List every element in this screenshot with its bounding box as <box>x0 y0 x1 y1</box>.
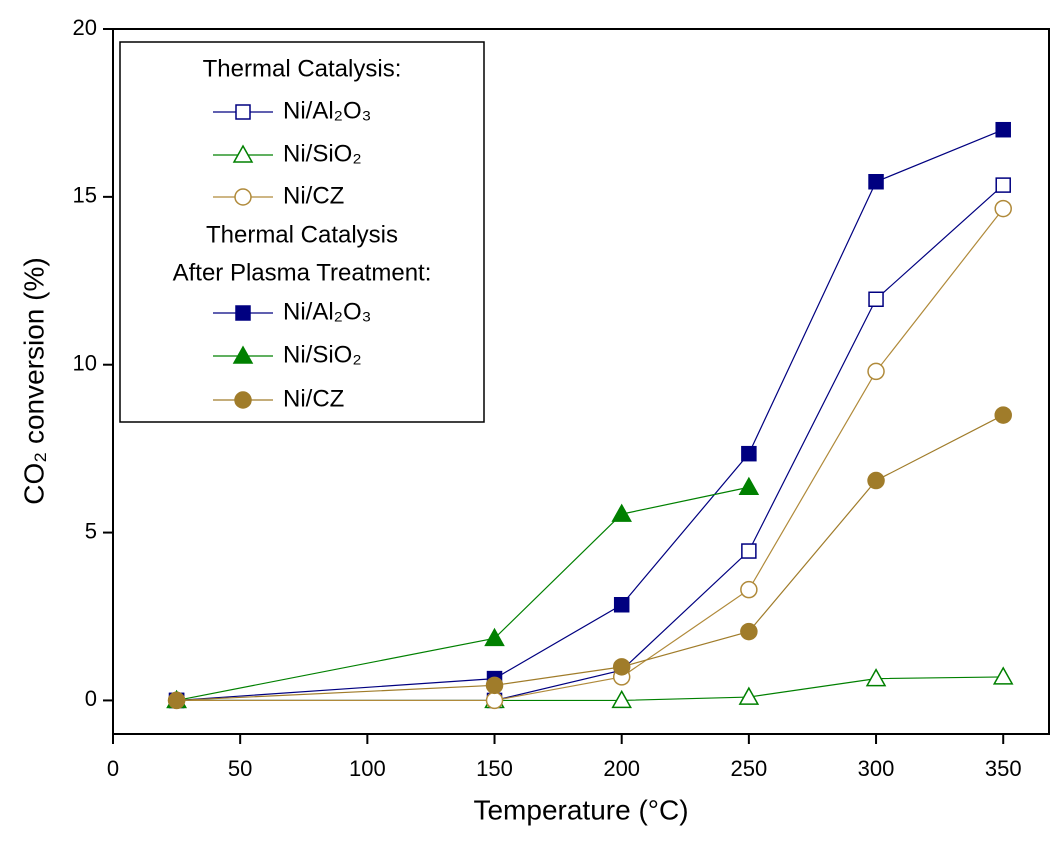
marker <box>612 658 631 676</box>
marker <box>235 305 251 321</box>
series-line <box>176 486 749 702</box>
legend-title: Thermal Catalysis: <box>203 55 402 82</box>
series-line <box>176 414 1004 702</box>
x-tick-label: 0 <box>107 756 119 781</box>
marker <box>741 543 757 559</box>
y-tick-label: 0 <box>85 686 97 711</box>
x-tick-label: 100 <box>349 756 386 781</box>
marker <box>868 174 884 190</box>
series-line <box>176 129 1004 702</box>
marker <box>865 668 887 687</box>
marker <box>994 199 1012 218</box>
marker <box>167 691 186 710</box>
y-tick-label: 15 <box>73 183 97 208</box>
marker <box>235 104 251 120</box>
legend-title: After Plasma Treatment: <box>173 259 432 286</box>
marker <box>740 622 758 641</box>
legend-label: Ni/Al₂O₃ <box>283 97 371 124</box>
x-tick-label: 200 <box>603 756 640 781</box>
x-tick-label: 350 <box>985 756 1022 781</box>
legend-box <box>119 41 485 423</box>
marker <box>611 689 632 709</box>
y-tick-label: 10 <box>73 351 97 376</box>
legend-label: Ni/CZ <box>283 385 344 412</box>
marker <box>995 121 1011 138</box>
marker <box>738 476 760 495</box>
y-tick-label: 5 <box>85 518 97 543</box>
marker <box>868 291 884 307</box>
x-tick-label: 150 <box>476 756 513 781</box>
y-axis-title: CO₂ conversion (%) <box>18 257 49 504</box>
marker <box>484 627 505 647</box>
marker <box>613 597 630 613</box>
series-line <box>176 208 1004 702</box>
marker <box>485 691 504 710</box>
marker <box>867 471 885 490</box>
marker <box>994 406 1012 424</box>
marker <box>740 580 758 599</box>
marker <box>738 686 760 705</box>
legend-label: Ni/Al₂O₃ <box>283 298 371 325</box>
legend-label: Ni/SiO₂ <box>283 140 362 167</box>
marker <box>992 666 1014 685</box>
plot-frame <box>112 28 1050 735</box>
legend-label: Ni/SiO₂ <box>283 341 362 368</box>
marker <box>232 144 254 163</box>
x-tick-label: 300 <box>858 756 895 781</box>
x-axis-title: Temperature (°C) <box>473 794 688 825</box>
marker <box>995 177 1011 193</box>
x-tick-label: 50 <box>228 756 252 781</box>
x-tick-label: 250 <box>731 756 768 781</box>
legend-title: Thermal Catalysis <box>206 221 398 248</box>
y-tick-label: 20 <box>73 15 97 40</box>
marker <box>232 345 254 364</box>
marker <box>611 503 632 522</box>
marker <box>234 188 252 206</box>
marker <box>867 362 885 381</box>
marker <box>741 445 757 462</box>
legend-label: Ni/CZ <box>283 182 344 209</box>
marker <box>234 391 252 409</box>
marker <box>485 676 504 695</box>
